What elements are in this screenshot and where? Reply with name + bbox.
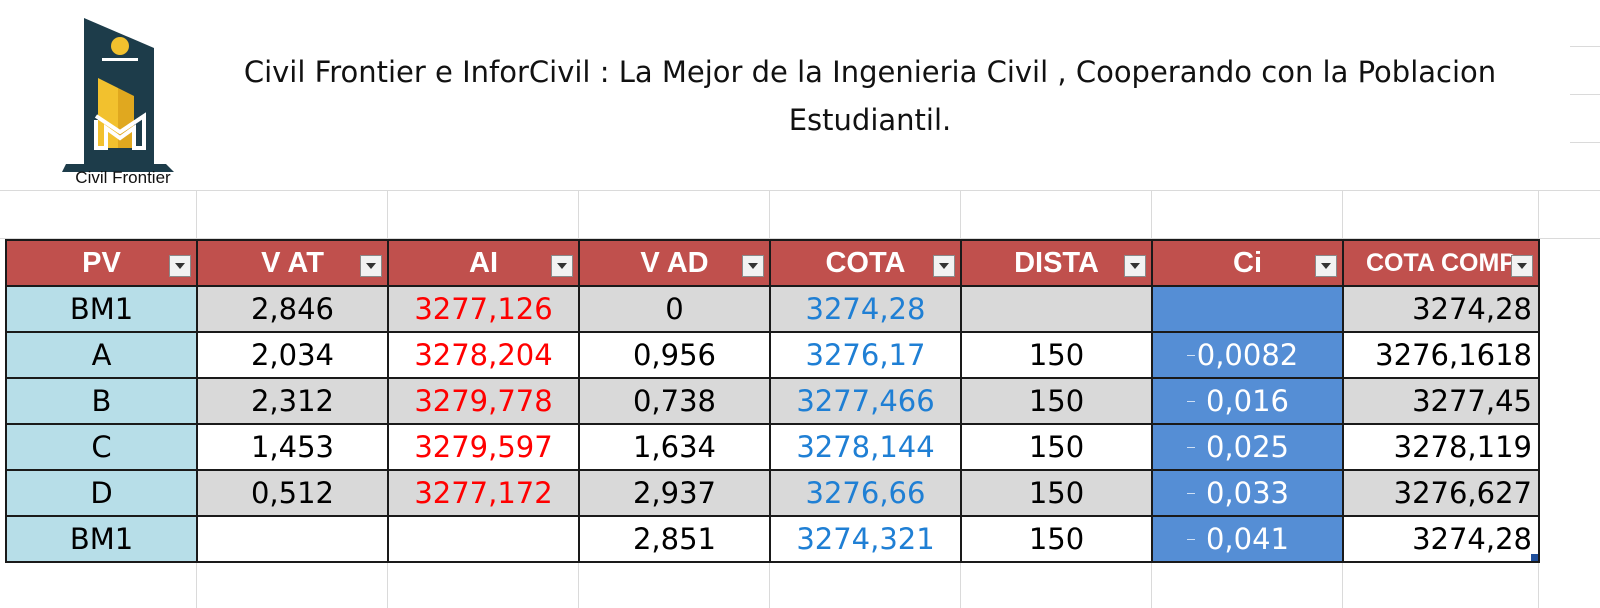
- cell-cota-comp[interactable]: 3274,28: [1342, 285, 1540, 333]
- column-header-cota[interactable]: COTA: [769, 239, 962, 287]
- cell-vat[interactable]: 2,846: [196, 285, 389, 333]
- column-header-vad[interactable]: V AD: [578, 239, 771, 287]
- filter-dropdown-icon[interactable]: [169, 255, 191, 277]
- logo-text: Civil Frontier: [75, 168, 171, 187]
- cell-vad[interactable]: 1,634: [578, 423, 771, 471]
- table-row: C 1,453 3279,597 1,634 3278,144 150 0,02…: [5, 423, 1540, 471]
- cell-ci[interactable]: 0,033: [1151, 469, 1344, 517]
- minus-icon: [1187, 401, 1195, 402]
- table-row: BM1 2,846 3277,126 0 3274,28 3274,28: [5, 285, 1540, 333]
- filter-dropdown-icon[interactable]: [551, 255, 573, 277]
- filter-dropdown-icon[interactable]: [933, 255, 955, 277]
- minus-icon: [1187, 447, 1195, 448]
- filter-dropdown-icon[interactable]: [1511, 255, 1533, 277]
- cell-cota[interactable]: 3276,66: [769, 469, 962, 517]
- leveling-table: PV V AT AI V AD COTA DISTA Ci COTA COMP …: [5, 239, 1540, 563]
- cell-pv[interactable]: A: [5, 331, 198, 379]
- cell-dista[interactable]: 150: [960, 377, 1153, 425]
- table-row: BM1 2,851 3274,321 150 0,041 3274,28: [5, 515, 1540, 563]
- cell-cota-comp[interactable]: 3276,627: [1342, 469, 1540, 517]
- cell-dista[interactable]: 150: [960, 331, 1153, 379]
- table-row: A 2,034 3278,204 0,956 3276,17 150 0,008…: [5, 331, 1540, 379]
- cell-pv[interactable]: BM1: [5, 285, 198, 333]
- cell-cota-comp[interactable]: 3278,119: [1342, 423, 1540, 471]
- cell-dista[interactable]: [960, 285, 1153, 333]
- header-band: [0, 0, 1570, 190]
- cell-vat[interactable]: 1,453: [196, 423, 389, 471]
- cell-cota-comp[interactable]: 3277,45: [1342, 377, 1540, 425]
- table-header-row: PV V AT AI V AD COTA DISTA Ci COTA COMP: [5, 239, 1540, 287]
- cell-pv[interactable]: BM1: [5, 515, 198, 563]
- column-header-cota-comp[interactable]: COTA COMP: [1342, 239, 1540, 287]
- cell-vat[interactable]: [196, 515, 389, 563]
- cell-ai[interactable]: 3279,778: [387, 377, 580, 425]
- cell-ai[interactable]: 3277,126: [387, 285, 580, 333]
- minus-icon: [1187, 355, 1195, 356]
- cell-ci[interactable]: [1151, 285, 1344, 333]
- filter-dropdown-icon[interactable]: [1315, 255, 1337, 277]
- cell-ci[interactable]: 0,0082: [1151, 331, 1344, 379]
- cell-vad[interactable]: 0,956: [578, 331, 771, 379]
- table-row: D 0,512 3277,172 2,937 3276,66 150 0,033…: [5, 469, 1540, 517]
- cell-dista[interactable]: 150: [960, 469, 1153, 517]
- cell-cota[interactable]: 3274,321: [769, 515, 962, 563]
- filter-dropdown-icon[interactable]: [360, 255, 382, 277]
- cell-cota[interactable]: 3274,28: [769, 285, 962, 333]
- column-header-ai[interactable]: AI: [387, 239, 580, 287]
- cell-cota[interactable]: 3277,466: [769, 377, 962, 425]
- column-header-vat[interactable]: V AT: [196, 239, 389, 287]
- minus-icon: [1187, 539, 1195, 540]
- cell-vat[interactable]: 2,034: [196, 331, 389, 379]
- civil-frontier-logo: [62, 18, 174, 172]
- cell-ai[interactable]: 3279,597: [387, 423, 580, 471]
- cell-ai[interactable]: 3278,204: [387, 331, 580, 379]
- cell-ci[interactable]: 0,025: [1151, 423, 1344, 471]
- filter-dropdown-icon[interactable]: [742, 255, 764, 277]
- cell-cota-comp[interactable]: 3276,1618: [1342, 331, 1540, 379]
- cell-vad[interactable]: 2,851: [578, 515, 771, 563]
- cell-ci[interactable]: 0,016: [1151, 377, 1344, 425]
- column-header-pv[interactable]: PV: [5, 239, 198, 287]
- cell-cota[interactable]: 3278,144: [769, 423, 962, 471]
- column-header-dista[interactable]: DISTA: [960, 239, 1153, 287]
- cell-vat[interactable]: 0,512: [196, 469, 389, 517]
- cell-vad[interactable]: 2,937: [578, 469, 771, 517]
- cell-dista[interactable]: 150: [960, 423, 1153, 471]
- table-row: B 2,312 3279,778 0,738 3277,466 150 0,01…: [5, 377, 1540, 425]
- page-title: Civil Frontier e InforCivil : La Mejor d…: [243, 55, 1497, 137]
- minus-icon: [1187, 493, 1195, 494]
- cell-dista[interactable]: 150: [960, 515, 1153, 563]
- cell-cota[interactable]: 3276,17: [769, 331, 962, 379]
- cell-cota-comp[interactable]: 3274,28: [1342, 515, 1540, 563]
- cell-ci[interactable]: 0,041: [1151, 515, 1344, 563]
- cell-pv[interactable]: C: [5, 423, 198, 471]
- table-resize-handle[interactable]: [1531, 554, 1537, 560]
- cell-vat[interactable]: 2,312: [196, 377, 389, 425]
- cell-pv[interactable]: B: [5, 377, 198, 425]
- filter-dropdown-icon[interactable]: [1124, 255, 1146, 277]
- column-header-ci[interactable]: Ci: [1151, 239, 1344, 287]
- cell-ai[interactable]: [387, 515, 580, 563]
- cell-pv[interactable]: D: [5, 469, 198, 517]
- cell-vad[interactable]: 0: [578, 285, 771, 333]
- cell-vad[interactable]: 0,738: [578, 377, 771, 425]
- cell-ai[interactable]: 3277,172: [387, 469, 580, 517]
